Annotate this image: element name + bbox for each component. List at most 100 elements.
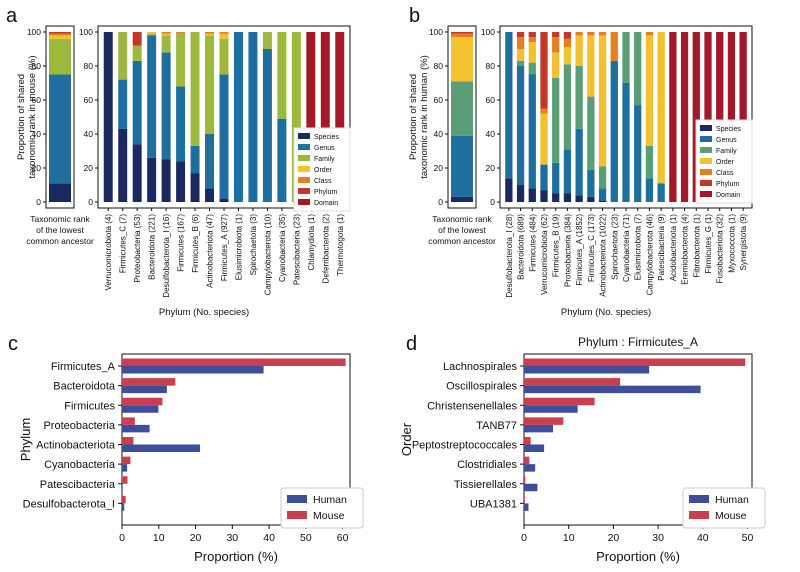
y-tick-label: Christensenellales xyxy=(427,400,517,412)
bar-segment-class xyxy=(528,37,536,43)
legend-swatch-species xyxy=(700,125,712,131)
x-tick-label: Firmicutes_B (19) xyxy=(552,214,561,277)
x-tick-label: Bacteroidota (221) xyxy=(148,214,157,280)
bar-segment-genus xyxy=(147,35,157,158)
legend: Species Genus Family Order Class Phylum Domain xyxy=(695,119,753,204)
x-tick-label: Verrucomicrobiota (62) xyxy=(540,214,549,295)
y-tick-label: Cyanobacteria xyxy=(44,459,116,471)
bar-segment-family xyxy=(516,60,525,66)
bar-segment-class xyxy=(540,108,548,114)
y-axis-label: Proportion of shared xyxy=(16,74,27,160)
y-tick-label: 0 xyxy=(88,197,93,207)
x-tick-label: Actinobacteriota (1022) xyxy=(599,214,608,297)
bar-segment-genus xyxy=(540,164,548,191)
y-axis-label: Proportion of shared xyxy=(408,74,419,160)
summary-label-line: Taxonomic rank xyxy=(30,214,90,224)
bar-mouse xyxy=(524,437,531,445)
bar-segment-genus xyxy=(575,128,583,196)
y-tick-label: Lachnospirales xyxy=(443,361,517,373)
bar-segment-species xyxy=(147,157,157,202)
bar-mouse xyxy=(524,378,621,386)
bar-segment-order xyxy=(161,33,171,36)
legend-label-order: Order xyxy=(314,167,333,174)
summary-segment-phylum xyxy=(451,32,473,34)
bar-segment-species xyxy=(575,195,583,202)
bar-human xyxy=(524,464,536,472)
legend-swatch-species xyxy=(298,133,310,139)
y-tick-label: 60 xyxy=(32,95,42,105)
legend-swatch-human xyxy=(287,495,307,503)
legend-label-species: Species xyxy=(716,126,741,133)
bar-segment-genus xyxy=(563,149,572,194)
bar-segment-class xyxy=(587,32,595,36)
bar-segment-genus xyxy=(205,134,215,189)
panel-label-c: c xyxy=(8,333,18,355)
x-tick-label: Firmicutes (167) xyxy=(177,214,186,272)
bar-segment-domain xyxy=(727,32,736,202)
bar-segment-family xyxy=(219,38,229,75)
x-tick-label: Verrucomicrobiota (4) xyxy=(104,214,113,291)
bar-segment-genus xyxy=(176,86,186,162)
summary-frame xyxy=(447,25,477,209)
x-tick-label: Myxococcota (1) xyxy=(727,214,736,273)
legend-swatch-genus xyxy=(298,144,310,150)
x-tick-label: 30 xyxy=(226,532,238,544)
bar-segment-family xyxy=(528,62,536,75)
summary-segment-genus xyxy=(451,135,473,197)
bar-human xyxy=(122,424,150,433)
bar-segment-species xyxy=(528,188,536,202)
bar-segment-family xyxy=(291,32,301,202)
bar-segment-genus xyxy=(622,83,630,202)
y-tick-label: 40 xyxy=(84,129,94,139)
legend-label-class: Class xyxy=(716,170,734,177)
bar-segment-domain xyxy=(692,32,700,202)
bar-segment-phylum xyxy=(563,32,572,39)
legend-label-mouse: Mouse xyxy=(313,510,345,522)
bar-segment-species xyxy=(161,159,171,202)
legend-swatch-mouse xyxy=(689,511,709,519)
bar-segment-order xyxy=(147,32,157,34)
bar-segment-species xyxy=(516,185,525,202)
legend-label-genus: Genus xyxy=(314,145,335,152)
summary-label-line: of the lowest xyxy=(438,225,486,235)
bar-segment-family xyxy=(205,35,215,134)
y-tick-label: 40 xyxy=(486,129,496,139)
y-tick-label: 20 xyxy=(32,163,42,173)
x-tick-label: Patescibacteria (9) xyxy=(657,214,666,281)
bar-segment-order xyxy=(575,35,583,66)
x-tick-label: 10 xyxy=(563,532,575,544)
y-tick-label: TANB77 xyxy=(476,420,517,432)
summary-segment-family xyxy=(451,81,473,136)
summary-label-line: of the lowest xyxy=(36,225,84,235)
bar-segment-family xyxy=(262,32,272,49)
summary-segment-genus xyxy=(49,74,71,184)
x-axis-label: Proportion (%) xyxy=(194,549,278,564)
y-tick-label: Actinobacteriota xyxy=(36,440,116,452)
y-tick-label: 0 xyxy=(490,197,495,207)
bar-human xyxy=(122,444,200,452)
bar-mouse xyxy=(524,397,595,406)
x-tick-label: Acidobacteriota (1) xyxy=(669,214,678,281)
bar-segment-domain xyxy=(306,32,316,202)
y-tick-label: Desulfobacterota_I xyxy=(23,498,115,510)
summary-segment-order xyxy=(451,37,473,82)
bar-segment-family xyxy=(161,35,171,53)
x-tick-label: Fibrobacterota (1) xyxy=(692,214,701,278)
x-tick-label: Elusimicrobiota (7) xyxy=(634,214,643,281)
bar-segment-species xyxy=(132,144,142,202)
bar-human xyxy=(122,366,264,374)
y-tick-label: Oscillospirales xyxy=(446,381,517,393)
x-tick-label: Spirochaetota (3) xyxy=(249,214,258,276)
bar-segment-order xyxy=(587,35,595,97)
legend-swatch-phylum xyxy=(700,180,712,186)
x-tick-label: 50 xyxy=(300,532,312,544)
chart-title: Phylum : Firmicutes_A xyxy=(578,335,698,349)
bar-segment-phylum xyxy=(132,32,142,46)
y-tick-label: Clostridiales xyxy=(457,459,517,471)
bar-human xyxy=(524,424,554,433)
bar-segment-species xyxy=(205,188,215,202)
legend-swatch-domain xyxy=(298,199,310,205)
bar-mouse xyxy=(524,417,564,425)
bar-segment-domain xyxy=(669,32,677,202)
